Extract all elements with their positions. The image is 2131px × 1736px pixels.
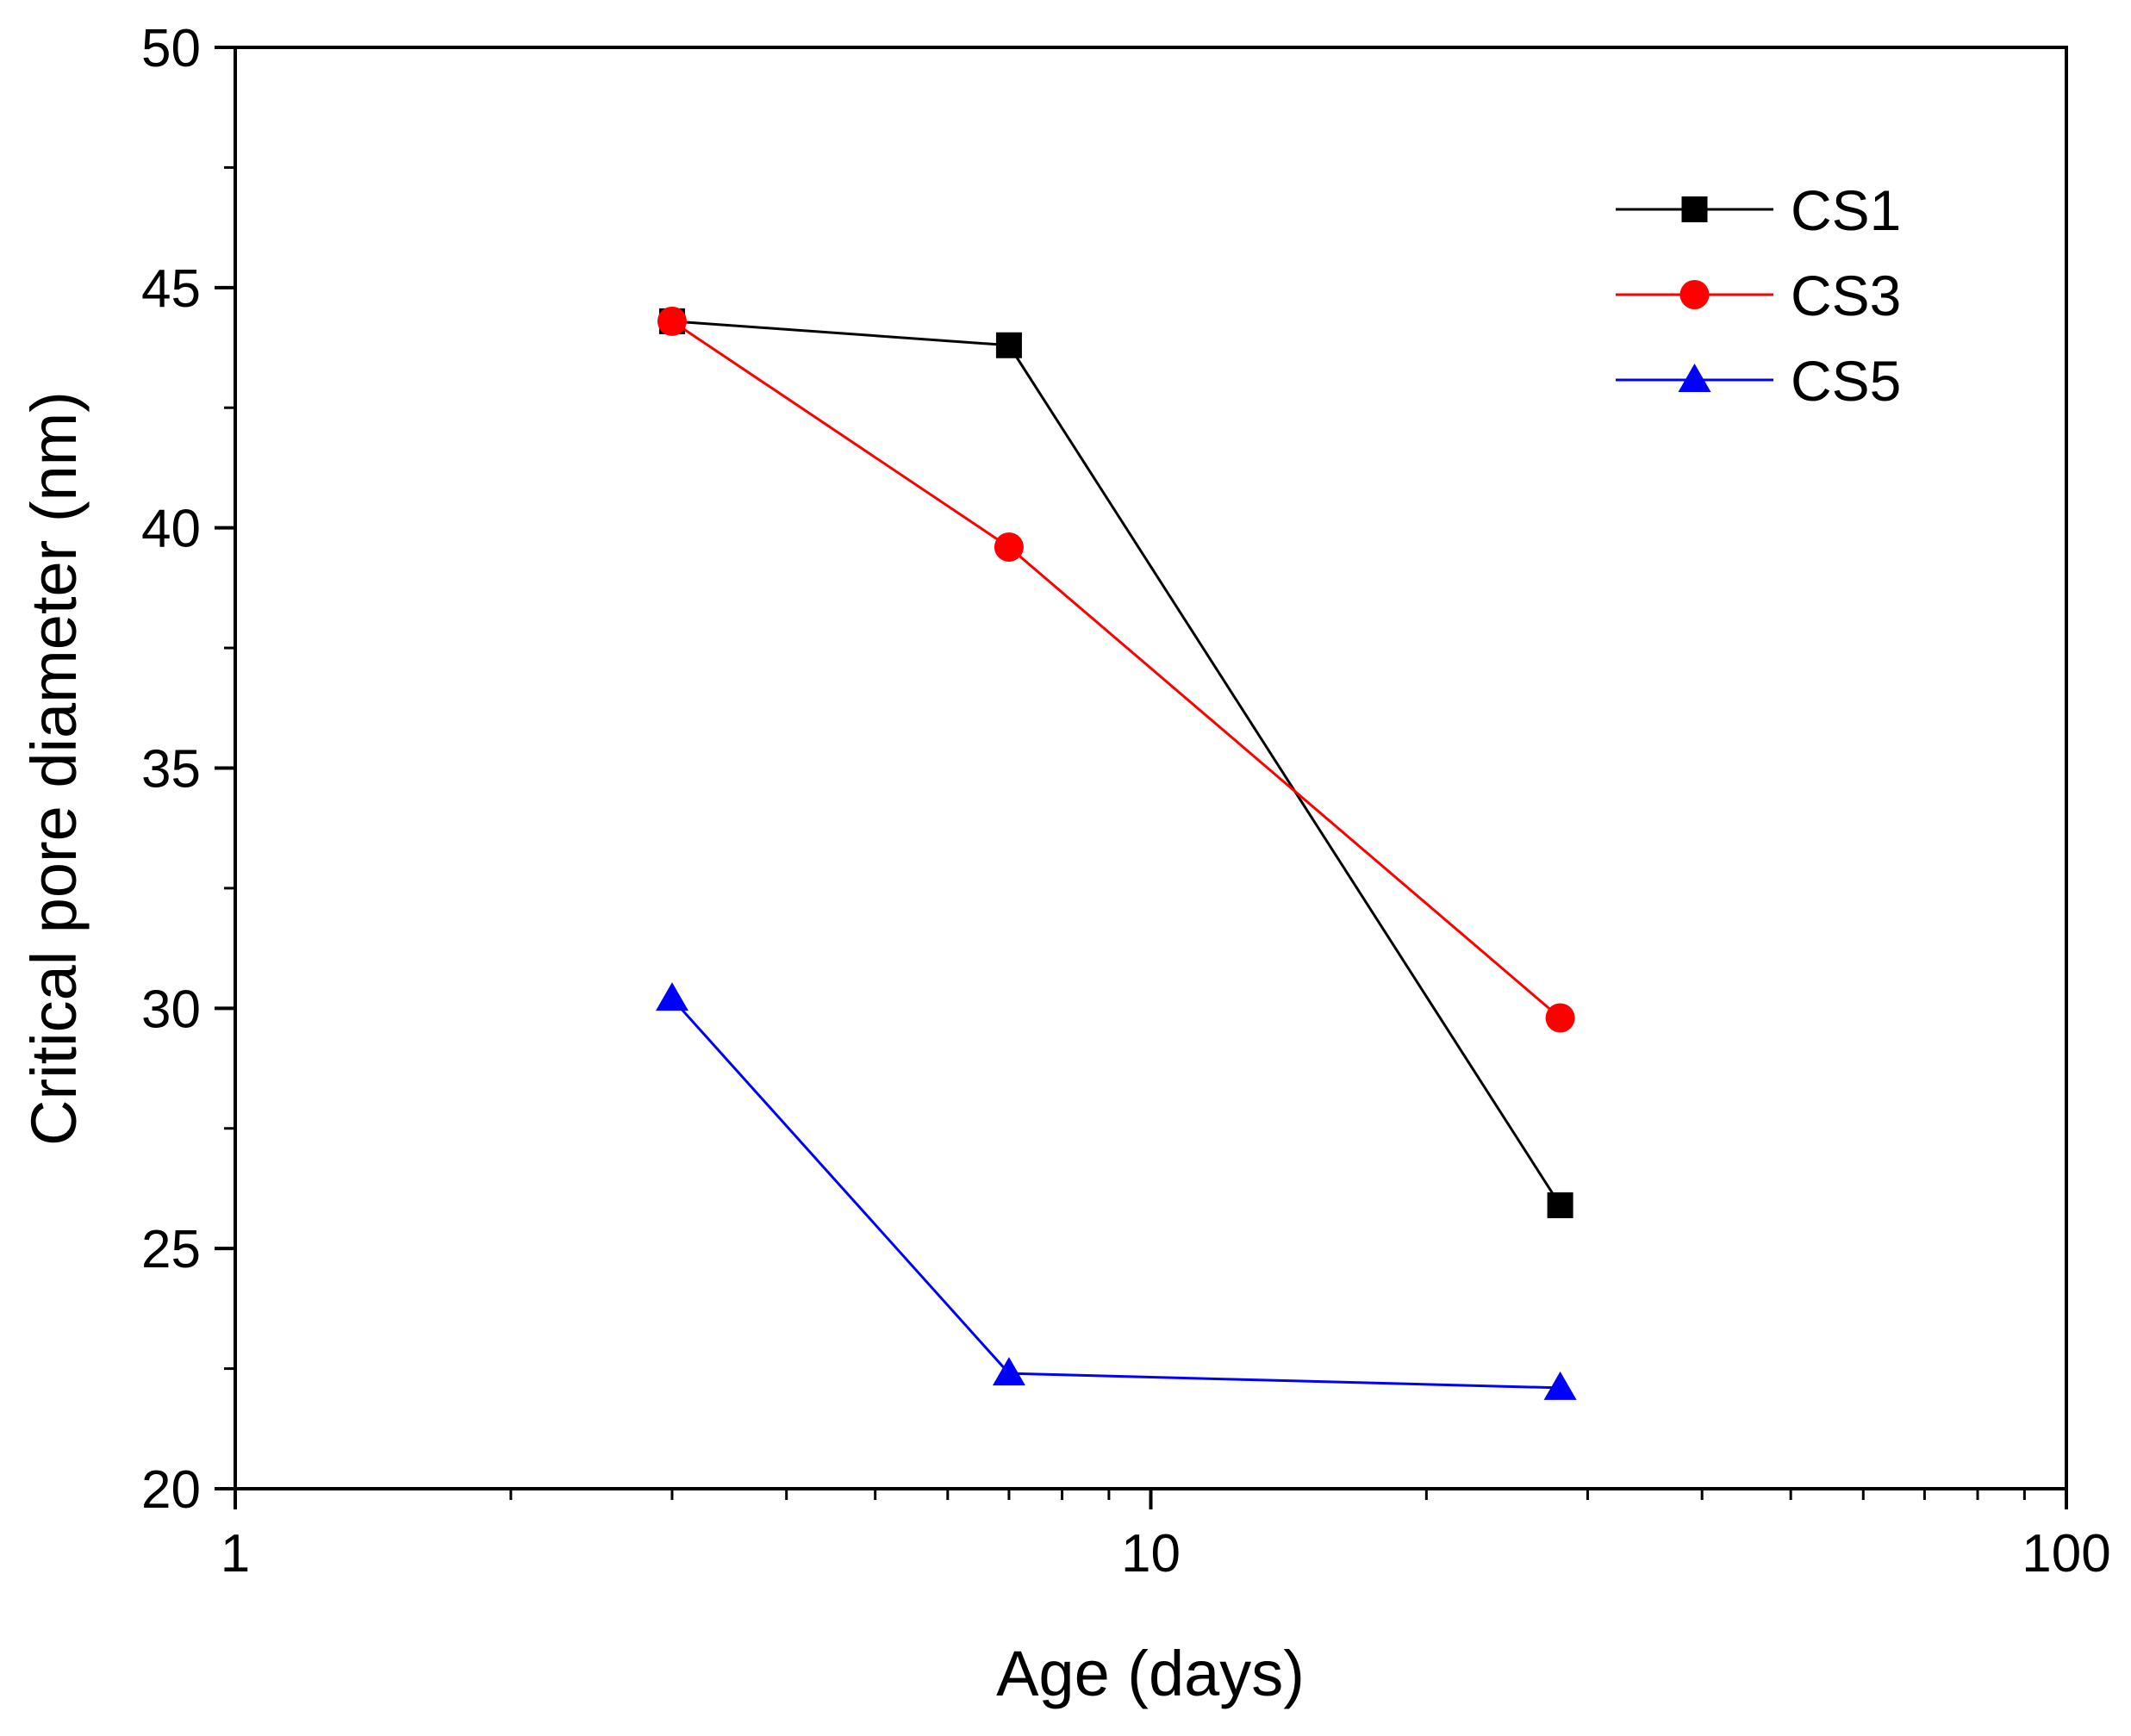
- legend-label-cs1: CS1: [1791, 178, 1901, 242]
- x-tick-label: 1: [221, 1524, 250, 1584]
- series-layer: [655, 306, 1577, 1400]
- major-ticks: [215, 46, 2068, 1509]
- y-tick-label: 50: [141, 19, 201, 78]
- legend: CS1 CS3 CS5: [1616, 178, 1901, 413]
- x-tick-label: 10: [1121, 1524, 1181, 1584]
- legend-label-cs3: CS3: [1791, 264, 1901, 327]
- y-tick-label: 30: [141, 980, 201, 1039]
- legend-item-cs1: CS1: [1616, 178, 1901, 242]
- legend-marker-cs1: [1681, 196, 1708, 222]
- data-point-cs3: [1545, 1003, 1575, 1033]
- minor-ticks: [224, 165, 2026, 1500]
- x-tick-label: 100: [2022, 1524, 2110, 1584]
- data-point-cs1: [1547, 1192, 1573, 1218]
- data-point-cs1: [995, 332, 1022, 358]
- x-axis-label: Age (days): [996, 1638, 1305, 1709]
- tick-labels: 20 25 30 35 40 45 50 1 10 100: [141, 19, 2111, 1584]
- series-cs3: [657, 306, 1575, 1033]
- legend-marker-cs5: [1678, 364, 1711, 392]
- legend-item-cs5: CS5: [1616, 349, 1901, 413]
- y-tick-label: 45: [141, 259, 201, 319]
- y-tick-label: 25: [141, 1220, 201, 1279]
- legend-label-cs5: CS5: [1791, 349, 1901, 413]
- legend-item-cs3: CS3: [1616, 264, 1901, 327]
- y-tick-label: 40: [141, 500, 201, 559]
- data-point-cs5: [655, 982, 689, 1011]
- data-point-cs3: [994, 532, 1024, 562]
- legend-marker-cs3: [1679, 280, 1710, 309]
- data-point-cs5: [992, 1357, 1025, 1386]
- y-tick-label: 20: [141, 1460, 201, 1520]
- data-point-cs3: [657, 306, 687, 336]
- data-point-cs5: [1543, 1371, 1577, 1400]
- y-axis-label: Critical pore diameter (nm): [18, 391, 90, 1146]
- series-cs5: [655, 982, 1577, 1400]
- y-tick-label: 35: [141, 740, 201, 800]
